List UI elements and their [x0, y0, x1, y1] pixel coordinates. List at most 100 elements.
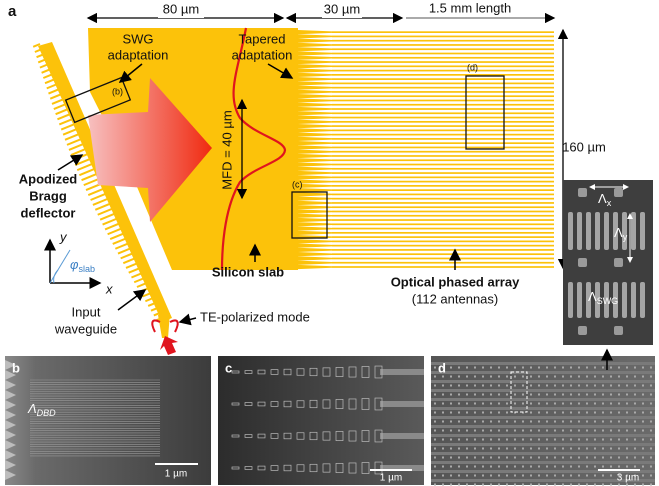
dot [482, 412, 484, 414]
dot [570, 475, 572, 477]
subscript: y [623, 232, 628, 242]
dot [474, 385, 476, 387]
dot [498, 403, 500, 405]
dot [546, 466, 548, 468]
dot [538, 457, 540, 459]
dot [602, 403, 604, 405]
dot [514, 439, 516, 441]
dot [482, 466, 484, 468]
finger [332, 245, 554, 247]
dot [450, 403, 452, 405]
dot [602, 448, 604, 450]
dot [538, 475, 540, 477]
dot [562, 376, 564, 378]
dot [586, 457, 588, 459]
dot [522, 376, 524, 378]
dot [562, 466, 564, 468]
dot [586, 466, 588, 468]
dot [514, 448, 516, 450]
dot [530, 457, 532, 459]
dot [490, 448, 492, 450]
dot [442, 385, 444, 387]
dot [586, 448, 588, 450]
dot [498, 475, 500, 477]
dot [482, 430, 484, 432]
dot [490, 394, 492, 396]
dot [482, 421, 484, 423]
dot [458, 421, 460, 423]
finger [332, 53, 554, 55]
dot [458, 430, 460, 432]
tooth [69, 143, 85, 150]
dot [626, 457, 628, 459]
dot [586, 367, 588, 369]
finger [332, 155, 554, 157]
dot [458, 457, 460, 459]
dot [578, 484, 580, 486]
dot [466, 448, 468, 450]
dot [506, 466, 508, 468]
dot [626, 412, 628, 414]
dot [570, 448, 572, 450]
dot [490, 385, 492, 387]
dot [610, 466, 612, 468]
finger [332, 74, 554, 76]
antenna [431, 407, 655, 410]
dot [450, 421, 452, 423]
finger [332, 151, 554, 153]
dot [578, 430, 580, 432]
angle-arc [54, 270, 58, 283]
dot [618, 430, 620, 432]
dot [562, 484, 564, 486]
dot [602, 475, 604, 477]
dot [586, 484, 588, 486]
dot [634, 421, 636, 423]
finger [332, 249, 554, 251]
dot [610, 448, 612, 450]
dot [466, 394, 468, 396]
dot [450, 412, 452, 414]
dot [466, 430, 468, 432]
dot [594, 475, 596, 477]
dot [626, 385, 628, 387]
dot [650, 403, 652, 405]
dot [522, 475, 524, 477]
dot [642, 367, 644, 369]
dot [594, 376, 596, 378]
dot [610, 484, 612, 486]
antenna [431, 425, 655, 428]
dot [506, 367, 508, 369]
dot [546, 448, 548, 450]
dot [634, 466, 636, 468]
dot [442, 376, 444, 378]
dot [434, 385, 436, 387]
dot [578, 367, 580, 369]
finger [332, 61, 554, 63]
dot [498, 376, 500, 378]
dot [538, 439, 540, 441]
dot [538, 421, 540, 423]
dot [538, 385, 540, 387]
dot [650, 475, 652, 477]
finger [332, 189, 554, 191]
dot [530, 412, 532, 414]
dot [626, 367, 628, 369]
dot [490, 457, 492, 459]
dot [490, 421, 492, 423]
antenna [431, 434, 655, 437]
dim-label: 160 µm [562, 139, 606, 154]
dot [594, 385, 596, 387]
dot [634, 484, 636, 486]
waveguide [380, 433, 424, 439]
dot [570, 421, 572, 423]
dot [434, 376, 436, 378]
tooth [63, 128, 78, 134]
dot [650, 394, 652, 396]
dot [610, 385, 612, 387]
dot [530, 403, 532, 405]
dot [650, 421, 652, 423]
dot [554, 376, 556, 378]
dot [562, 421, 564, 423]
dot [610, 367, 612, 369]
dot [482, 484, 484, 486]
